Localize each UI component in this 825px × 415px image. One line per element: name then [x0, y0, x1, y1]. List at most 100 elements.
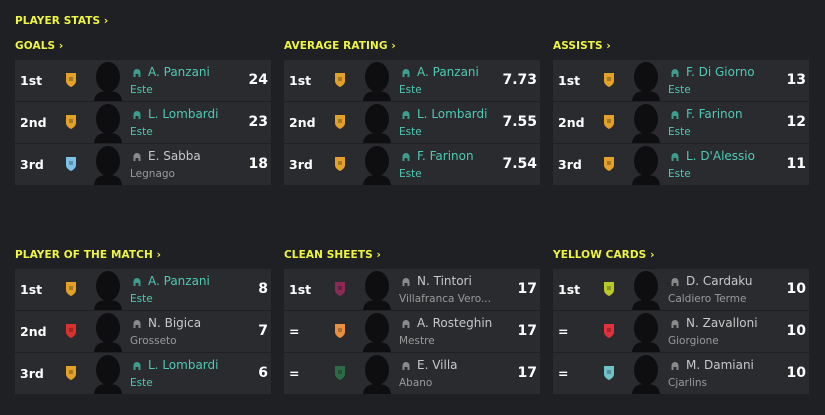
- person-icon: [133, 69, 141, 77]
- stat-value: 12: [786, 114, 806, 130]
- section-title-link[interactable]: CLEAN SHEETS ›: [284, 249, 381, 261]
- player-name-link[interactable]: F. Farinon: [686, 107, 743, 121]
- player-name-link[interactable]: A. Panzani: [148, 274, 210, 288]
- player-name-link[interactable]: N. Tintori: [417, 274, 472, 288]
- section-title-link[interactable]: YELLOW CARDS ›: [553, 249, 655, 261]
- player-stats-link[interactable]: PLAYER STATS ›: [15, 15, 109, 27]
- club-name-link[interactable]: Este: [130, 126, 153, 138]
- club-badge-icon: [66, 324, 76, 338]
- club-name-link[interactable]: Este: [399, 126, 422, 138]
- leaderboard-row[interactable]: = A. Rosteghin Mestre 17: [284, 311, 540, 352]
- player-silhouette-icon: [363, 271, 391, 310]
- leaderboard-row[interactable]: 3rd E. Sabba Legnago 18: [15, 144, 271, 185]
- player-silhouette-icon: [94, 355, 122, 394]
- person-icon: [402, 278, 410, 286]
- club-name-link[interactable]: Este: [668, 126, 691, 138]
- player-name-link[interactable]: L. Lombardi: [417, 107, 488, 121]
- person-icon: [402, 362, 410, 370]
- person-icon: [133, 278, 141, 286]
- section-title-link[interactable]: GOALS ›: [15, 40, 64, 52]
- leaderboard-row[interactable]: 1st A. Panzani Este 7.73: [284, 60, 540, 101]
- club-name-link[interactable]: Este: [668, 168, 691, 180]
- player-name-link[interactable]: L. Lombardi: [148, 358, 219, 372]
- club-badge-icon: [604, 366, 614, 380]
- club-name-link[interactable]: Este: [399, 84, 422, 96]
- rank: 1st: [20, 282, 43, 297]
- stat-value: 11: [786, 156, 806, 172]
- player-silhouette-icon: [94, 313, 122, 352]
- club-badge-icon: [66, 366, 76, 380]
- club-name-link[interactable]: Este: [668, 84, 691, 96]
- rank: =: [289, 324, 300, 339]
- club-name-link[interactable]: Giorgione: [668, 335, 719, 347]
- club-name-link[interactable]: Mestre: [399, 335, 435, 347]
- rank: 2nd: [20, 324, 47, 339]
- club-name-link[interactable]: Abano: [399, 377, 433, 389]
- player-silhouette-icon: [363, 355, 391, 394]
- leaderboard-row[interactable]: 1st A. Panzani Este 24: [15, 60, 271, 101]
- leaderboard-row[interactable]: 1st N. Tintori Villafranca Vero... 17: [284, 269, 540, 310]
- club-badge-icon: [604, 282, 614, 296]
- player-name-link[interactable]: D. Cardaku: [686, 274, 753, 288]
- leaderboard-row[interactable]: 2nd L. Lombardi Este 7.55: [284, 102, 540, 143]
- leaderboard-row[interactable]: 1st A. Panzani Este 8: [15, 269, 271, 310]
- club-badge-icon: [335, 324, 345, 338]
- rank: 1st: [289, 282, 312, 297]
- club-name-link[interactable]: Este: [399, 168, 422, 180]
- rank: 1st: [289, 73, 312, 88]
- player-name-link[interactable]: L. Lombardi: [148, 107, 219, 121]
- club-badge-icon: [604, 157, 614, 171]
- club-name-link[interactable]: Caldiero Terme: [668, 293, 747, 305]
- leaderboard-row[interactable]: 1st F. Di Giorno Este 13: [553, 60, 809, 101]
- player-name-link[interactable]: F. Farinon: [417, 149, 474, 163]
- leaderboard-row[interactable]: = N. Zavalloni Giorgione 10: [553, 311, 809, 352]
- player-silhouette-icon: [632, 271, 660, 310]
- player-name-link[interactable]: N. Bigica: [148, 316, 202, 330]
- player-name-link[interactable]: A. Panzani: [148, 65, 210, 79]
- stat-value: 7.73: [502, 72, 537, 88]
- player-name-link[interactable]: E. Villa: [417, 358, 458, 372]
- stat-section: GOALS › 1st A. Panzani Este 24 2nd L. Lo…: [15, 40, 271, 186]
- stat-value: 10: [786, 323, 806, 339]
- section-title-link[interactable]: ASSISTS ›: [553, 40, 611, 52]
- player-name-link[interactable]: F. Di Giorno: [686, 65, 755, 79]
- player-silhouette-icon: [632, 355, 660, 394]
- club-name-link[interactable]: Legnago: [130, 168, 175, 180]
- rank: 3rd: [20, 157, 44, 172]
- stat-section: CLEAN SHEETS › 1st N. Tintori Villafranc…: [284, 249, 540, 395]
- rank: 2nd: [558, 115, 585, 130]
- stat-section: AVERAGE RATING › 1st A. Panzani Este 7.7…: [284, 40, 540, 186]
- section-title-link[interactable]: AVERAGE RATING ›: [284, 40, 396, 52]
- player-name-link[interactable]: N. Zavalloni: [686, 316, 758, 330]
- section-title-link[interactable]: PLAYER OF THE MATCH ›: [15, 249, 162, 261]
- rank: =: [289, 366, 300, 381]
- club-name-link[interactable]: Este: [130, 84, 153, 96]
- leaderboard-row[interactable]: 2nd F. Farinon Este 12: [553, 102, 809, 143]
- leaderboard-row[interactable]: = M. Damiani Cjarlins 10: [553, 353, 809, 394]
- leaderboard-row[interactable]: 3rd L. Lombardi Este 6: [15, 353, 271, 394]
- club-name-link[interactable]: Villafranca Vero...: [399, 293, 491, 305]
- club-name-link[interactable]: Grosseto: [130, 335, 177, 347]
- person-icon: [133, 320, 141, 328]
- leaderboard-row[interactable]: 1st D. Cardaku Caldiero Terme 10: [553, 269, 809, 310]
- club-badge-icon: [66, 157, 76, 171]
- player-name-link[interactable]: A. Panzani: [417, 65, 479, 79]
- leaderboard-row[interactable]: = E. Villa Abano 17: [284, 353, 540, 394]
- stat-value: 7: [258, 323, 268, 339]
- player-name-link[interactable]: L. D'Alessio: [686, 149, 755, 163]
- player-name-link[interactable]: E. Sabba: [148, 149, 201, 163]
- leaderboard-row[interactable]: 2nd L. Lombardi Este 23: [15, 102, 271, 143]
- club-name-link[interactable]: Este: [130, 377, 153, 389]
- player-silhouette-icon: [632, 62, 660, 101]
- club-badge-icon: [335, 73, 345, 87]
- club-name-link[interactable]: Este: [130, 293, 153, 305]
- club-name-link[interactable]: Cjarlins: [668, 377, 707, 389]
- leaderboard-row[interactable]: 3rd F. Farinon Este 7.54: [284, 144, 540, 185]
- leaderboard-row[interactable]: 3rd L. D'Alessio Este 11: [553, 144, 809, 185]
- player-name-link[interactable]: A. Rosteghin: [417, 316, 493, 330]
- player-silhouette-icon: [632, 146, 660, 185]
- player-name-link[interactable]: M. Damiani: [686, 358, 754, 372]
- leaderboard-row[interactable]: 2nd N. Bigica Grosseto 7: [15, 311, 271, 352]
- person-icon: [671, 278, 679, 286]
- stat-value: 24: [248, 72, 268, 88]
